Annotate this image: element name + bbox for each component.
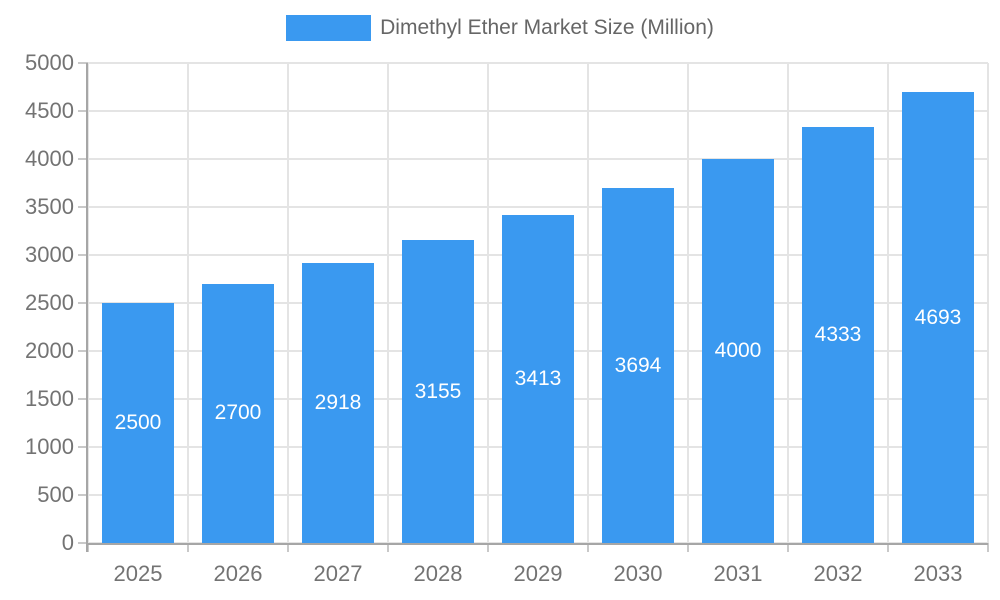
y-axis-tick [78, 350, 88, 352]
legend[interactable]: Dimethyl Ether Market Size (Million) [0, 15, 1000, 41]
x-axis-label: 2032 [813, 561, 863, 586]
x-axis-tick [887, 543, 889, 552]
bar-value-label: 4333 [814, 323, 862, 347]
x-axis-tick [387, 543, 389, 552]
x-axis-label: 2033 [913, 561, 963, 586]
bar-value-label: 3694 [614, 353, 662, 377]
x-axis-tick [287, 543, 289, 552]
bar[interactable] [602, 188, 674, 543]
y-axis-label: 1500 [25, 386, 74, 411]
x-axis-label: 2027 [313, 561, 363, 586]
v-gridline [487, 63, 489, 543]
bar[interactable] [102, 303, 174, 543]
y-axis-label: 3500 [25, 194, 74, 219]
x-axis-tick [587, 543, 589, 552]
v-gridline [887, 63, 889, 543]
x-axis-label: 2025 [113, 561, 163, 586]
y-axis-label: 4500 [25, 98, 74, 123]
x-axis-label: 2031 [713, 561, 763, 586]
x-axis-label: 2030 [613, 561, 663, 586]
x-axis-tick [787, 543, 789, 552]
y-axis-tick [78, 494, 88, 496]
y-axis-tick [78, 254, 88, 256]
h-gridline [88, 110, 988, 112]
y-axis-tick [78, 446, 88, 448]
y-axis-label: 2000 [25, 338, 74, 363]
y-axis-label: 0 [61, 530, 74, 555]
y-axis-tick [78, 542, 88, 544]
x-axis-tick [187, 543, 189, 552]
v-gridline [287, 63, 289, 543]
x-axis-tick [687, 543, 689, 552]
bar[interactable] [202, 283, 274, 543]
y-axis-tick [78, 206, 88, 208]
x-axis-tick [487, 543, 489, 552]
x-axis-tick [87, 543, 89, 552]
bar[interactable] [502, 215, 574, 543]
h-gridline [88, 158, 988, 160]
bar-value-label: 4000 [714, 339, 762, 362]
bar[interactable] [302, 262, 374, 543]
x-axis-tick [987, 543, 989, 552]
y-axis-label: 1000 [25, 434, 74, 459]
v-gridline [87, 63, 89, 543]
y-axis-tick [78, 398, 88, 400]
bar-value-label: 4693 [914, 305, 962, 329]
bar-value-label: 2500 [114, 411, 162, 434]
bar-value-label: 2700 [214, 401, 262, 425]
y-axis-tick [78, 158, 88, 160]
y-axis-label: 3000 [25, 242, 74, 267]
y-axis-tick [78, 110, 88, 112]
bar[interactable] [402, 240, 474, 543]
legend-label: Dimethyl Ether Market Size (Million) [380, 16, 714, 39]
x-axis-label: 2029 [513, 561, 563, 586]
x-axis-label: 2028 [413, 561, 463, 586]
y-axis-label: 2500 [25, 290, 74, 315]
h-gridline [88, 206, 988, 208]
legend-swatch [286, 15, 372, 41]
y-axis-label: 5000 [25, 50, 74, 75]
v-gridline [387, 63, 389, 543]
bar-value-label: 3413 [514, 367, 562, 391]
y-axis-line [86, 63, 88, 552]
bar-value-label: 3155 [414, 379, 462, 403]
v-gridline [687, 63, 689, 543]
y-axis-tick [78, 62, 88, 64]
v-gridline [987, 63, 989, 543]
v-gridline [587, 63, 589, 543]
bar[interactable] [702, 159, 774, 543]
y-axis-tick [78, 302, 88, 304]
y-axis-label: 4000 [25, 146, 74, 171]
v-gridline [187, 63, 189, 543]
v-gridline [787, 63, 789, 543]
h-gridline [88, 62, 988, 64]
bar[interactable] [902, 92, 974, 543]
x-axis-label: 2026 [213, 561, 263, 586]
bar[interactable] [802, 127, 874, 543]
y-axis-label: 500 [37, 482, 74, 507]
bar-value-label: 2918 [314, 390, 362, 414]
x-axis-line [86, 543, 988, 545]
